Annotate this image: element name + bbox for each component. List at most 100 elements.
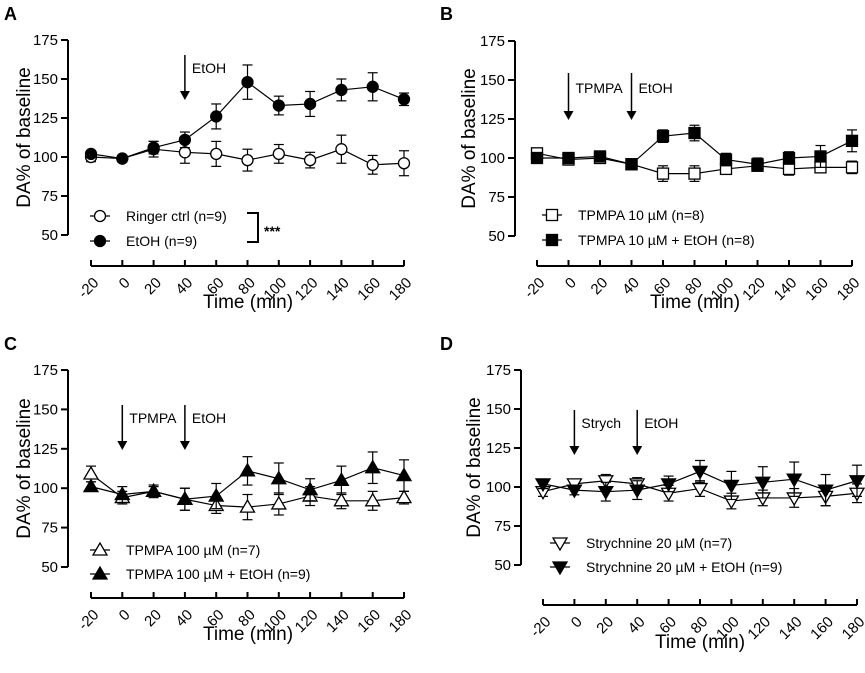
series-treatment [534,459,865,507]
data-point [116,152,129,165]
x-tick-label: 0 [568,613,586,631]
data-point [845,134,859,147]
annotation-label: EtOH [639,80,673,96]
series-treatment [84,64,411,165]
y-axis-label: DA% of baseline [14,67,35,207]
y-tick-label: 75 [41,188,58,205]
x-tick-label: 40 [172,274,196,298]
arrow-head-icon [179,91,190,100]
data-point [754,476,771,491]
data-point [566,484,583,499]
series-control [530,147,859,182]
y-tick-label: 50 [494,557,511,574]
annotation-label: EtOH [192,60,226,76]
data-point [845,161,859,174]
y-tick-label: 150 [486,401,511,418]
data-point [562,151,575,165]
data-point [176,490,194,505]
data-point [366,158,379,171]
data-point [82,478,100,493]
data-point [303,97,317,111]
annotation-label: TPMPA [129,410,177,426]
x-axis-label: Time (min) [655,632,745,653]
legend-label: TPMPA 10 µM (n=8) [578,207,704,223]
x-tick-label: 120 [292,274,322,304]
data-point [303,153,317,167]
x-tick-label: -20 [521,274,548,301]
y-tick-label: 125 [480,111,505,128]
legend-marker [91,541,109,556]
data-point [270,470,287,485]
data-point [593,150,607,163]
x-tick-label: 160 [354,606,384,636]
y-axis-label: DA% of baseline [459,68,480,208]
arrow-head-icon [632,446,643,455]
x-tick-label: 0 [116,274,134,292]
data-point [239,462,256,477]
data-point [333,472,350,486]
data-point [270,495,287,510]
y-tick-label: 100 [480,150,505,167]
x-tick-label: 140 [323,606,353,636]
x-tick-label: 120 [744,613,774,643]
x-tick-label: -20 [75,274,102,301]
panel-letter: D [440,334,453,354]
y-tick-label: 100 [33,480,58,497]
data-point [241,153,254,167]
x-tick-label: 120 [292,606,322,636]
x-tick-label: 0 [562,274,580,292]
panel-letter: B [440,4,453,24]
data-point [691,465,709,480]
data-point [656,130,670,143]
annotation-label: EtOH [644,415,678,431]
data-point [147,141,160,154]
x-tick-label: 160 [354,274,384,304]
data-point [597,486,614,500]
annotation-label: TPMPA [576,80,624,96]
x-tick-label: 180 [386,606,416,636]
series-treatment [530,124,859,172]
data-point [301,481,319,496]
x-tick-label: 40 [625,613,649,637]
data-point [210,147,223,161]
legend-label: TPMPA 10 µM + EtOH (n=8) [578,232,755,248]
data-point [397,93,411,106]
data-point [814,150,827,163]
data-point [848,475,865,490]
y-tick-label: 175 [480,33,505,50]
x-tick-label: 140 [323,274,353,304]
significance-label: *** [264,223,281,239]
legend-label: TPMPA 100 µM + EtOH (n=9) [126,566,310,582]
x-axis-label: Time (min) [203,292,293,313]
data-point [629,484,646,499]
legend-marker [551,561,569,576]
data-point [656,167,670,180]
y-tick-label: 50 [488,228,505,245]
series-treatment [82,451,413,511]
data-point [335,143,348,156]
panel-b: B 50 75 100 125 150 175 DA% of baseline -20 0 20 40… [440,4,863,313]
panel-letter: A [4,4,17,24]
arrow-head-icon [626,111,637,120]
data-point [688,126,701,140]
data-point [82,465,100,480]
y-axis-label: DA% of baseline [14,398,35,538]
data-point [145,483,162,498]
y-tick-label: 50 [41,559,58,576]
data-point [364,459,381,474]
legend-marker [545,233,559,247]
arrow-head-icon [117,441,128,450]
x-tick-label: 120 [739,274,769,304]
x-tick-label: 140 [776,613,806,643]
data-point [395,489,413,504]
arrow-head-icon [563,111,574,120]
data-point [84,147,98,161]
legend-marker [551,537,569,552]
data-point [333,492,350,507]
legend-label: EtOH (n=9) [126,233,197,249]
panel-letter: C [4,334,17,354]
data-point [241,75,254,89]
data-point [272,147,285,161]
data-point [660,478,677,493]
x-tick-label: 40 [172,606,196,630]
